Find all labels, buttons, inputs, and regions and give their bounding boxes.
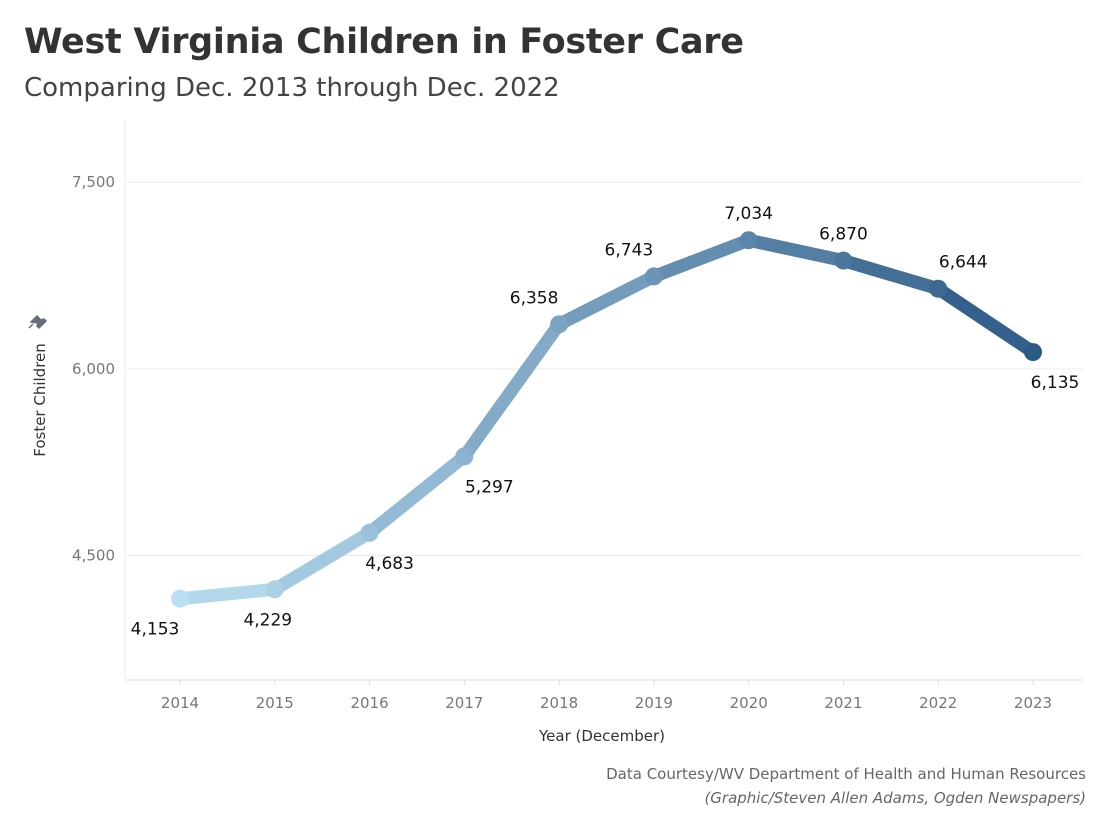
line-segment	[836, 254, 945, 296]
line-segment	[742, 233, 850, 268]
x-tick-label: 2021	[824, 694, 862, 712]
data-point	[455, 447, 474, 466]
data-point	[1024, 343, 1042, 362]
line-segment	[268, 526, 377, 596]
data-label: 4,683	[365, 554, 414, 574]
x-tick-label: 2015	[256, 694, 294, 712]
line-segment	[931, 282, 1040, 359]
data-label: 6,135	[1031, 373, 1080, 393]
line-segment	[457, 317, 566, 463]
x-tick-label: 2014	[161, 694, 199, 712]
y-tick-label: 6,000	[72, 360, 115, 378]
x-tick-label: 2017	[445, 694, 483, 712]
line-segment	[552, 269, 661, 331]
x-tick-label: 2016	[350, 694, 388, 712]
chart-title: West Virginia Children in Foster Care	[24, 22, 744, 62]
data-label: 6,743	[605, 240, 654, 260]
data-point	[929, 279, 948, 298]
data-label: 5,297	[465, 477, 514, 497]
line-segment	[173, 582, 282, 606]
x-tick-label: 2019	[635, 694, 673, 712]
data-label: 4,153	[131, 620, 180, 640]
data-point	[171, 589, 189, 608]
data-label: 6,644	[939, 253, 988, 273]
line-segment	[647, 233, 756, 283]
data-label: 6,870	[819, 225, 868, 245]
source-credit: Data Courtesy/WV Department of Health an…	[606, 765, 1086, 783]
data-label: 6,358	[510, 288, 559, 308]
y-tick-label: 4,500	[72, 547, 115, 565]
data-label: 4,229	[243, 610, 292, 630]
x-tick-label: 2020	[730, 694, 768, 712]
data-point	[360, 523, 379, 542]
y-axis-title: Foster Children	[31, 343, 49, 457]
data-point	[265, 580, 284, 599]
data-point	[644, 267, 663, 286]
data-point	[834, 251, 853, 270]
graphic-credit: (Graphic/Steven Allen Adams, Ogden Newsp…	[704, 789, 1086, 807]
data-label: 7,034	[724, 204, 773, 224]
x-tick-label: 2022	[919, 694, 957, 712]
y-tick-label: 7,500	[72, 173, 115, 191]
pin-icon	[28, 314, 48, 330]
chart-subtitle: Comparing Dec. 2013 through Dec. 2022	[24, 73, 560, 103]
x-tick-label: 2023	[1014, 694, 1052, 712]
data-point	[550, 315, 569, 334]
data-point	[739, 231, 758, 250]
x-tick-label: 2018	[540, 694, 578, 712]
line-segment	[363, 449, 471, 540]
x-axis-title: Year (December)	[538, 727, 665, 745]
